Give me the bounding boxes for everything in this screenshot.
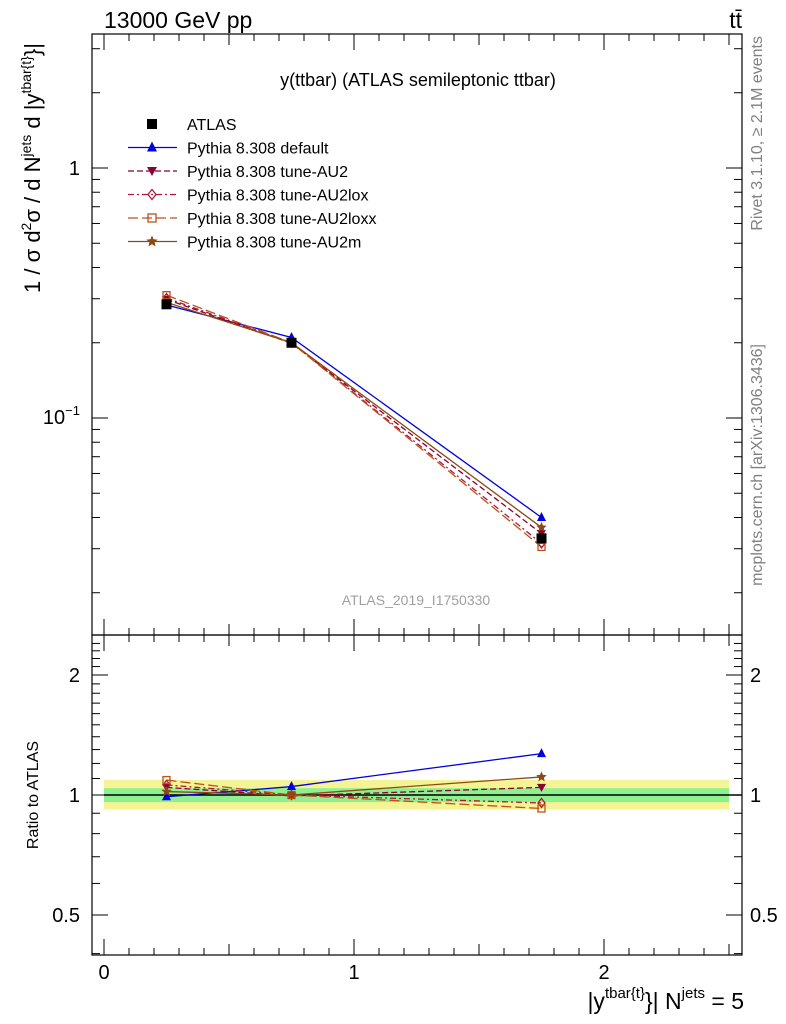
x-axis-label: |ytbar{t}}| Njets = 5: [587, 985, 744, 1014]
ratio-point: [162, 775, 171, 785]
ratio-y-tick-label: 1: [69, 785, 80, 807]
process-label: tt̄: [729, 7, 742, 33]
ratio-point: [162, 791, 171, 801]
legend-entry: Pythia 8.308 tune-AU2m: [128, 235, 361, 252]
data-point: [286, 337, 297, 348]
ratio-series-markers: [161, 748, 547, 813]
legend-marker: [147, 188, 157, 201]
main-panel: 1 10−1 y(ttbar) (ATLAS semileptonic ttbar…: [18, 33, 743, 636]
y-axis-label: 1 / σ d2σ / d Njets d |ytbar{t}}|: [18, 43, 45, 293]
ratio-point: [537, 783, 546, 792]
ratio-y-axis-label: Ratio to ATLAS: [25, 741, 42, 849]
y-axis-label-text: 1 / σ d: [20, 230, 45, 293]
legend-marker: [147, 167, 157, 176]
plot-title: y(ttbar) (ATLAS semileptonic ttbar): [280, 70, 556, 90]
data-point: [537, 511, 546, 521]
legend-entry: Pythia 8.308 tune-AU2: [128, 164, 348, 181]
data-point: [537, 542, 546, 552]
series-line: [166, 301, 542, 528]
ratio-point: [286, 789, 297, 800]
legend-label: Pythia 8.308 default: [187, 141, 329, 158]
legend-marker: [147, 141, 157, 152]
ratio-point: [537, 748, 546, 758]
legend-entry: Pythia 8.308 tune-AU2loxx: [128, 211, 376, 228]
ratio-y-tick-label-right: 2: [750, 665, 761, 687]
legend-marker: [147, 213, 157, 223]
ratio-y-tick-label: 0.5: [52, 905, 80, 927]
data-point: [536, 533, 547, 544]
x-tick-label: 0: [98, 962, 109, 984]
ratio-uncertainty-band: [104, 780, 742, 810]
x-tick-label: 1: [348, 962, 359, 984]
legend-label: Pythia 8.308 tune-AU2loxx: [187, 211, 376, 228]
main-series-lines: [166, 294, 542, 548]
legend-label: Pythia 8.308 tune-AU2: [187, 164, 348, 181]
rivet-label: Rivet 3.1.10, ≥ 2.1M events: [749, 36, 766, 231]
data-point: [536, 521, 547, 532]
ratio-point: [161, 786, 172, 796]
mcplots-label: mcplots.cern.ch [arXiv:1306.3436]: [749, 344, 766, 586]
series-line: [166, 294, 542, 548]
x-tick-label: 2: [598, 962, 609, 984]
legend-entry: Pythia 8.308 default: [128, 141, 329, 158]
y-tick-label: 10−1: [43, 403, 80, 429]
ratio-point: [287, 781, 296, 791]
energy-label: 13000 GeV pp: [104, 7, 252, 33]
y-tick-label: 1: [69, 158, 80, 180]
ratio-y-tick-label-right: 0.5: [750, 905, 778, 927]
legend-label: Pythia 8.308 tune-AU2lox: [187, 188, 368, 205]
ratio-point: [537, 804, 546, 813]
legend-entry: ATLAS: [147, 117, 237, 134]
ratio-point: [536, 771, 547, 782]
series-line: [166, 297, 542, 544]
legend: ATLAS Pythia 8.308 default Pythia 8.308 tu…: [128, 117, 376, 252]
watermark: ATLAS_2019_I1750330: [342, 592, 491, 608]
ratio-y-tick-label-right: 1: [750, 785, 761, 807]
ratio-series-line: [166, 786, 542, 797]
legend-marker: [146, 235, 158, 247]
legend-label: Pythia 8.308 tune-AU2m: [187, 235, 361, 252]
ratio-point: [537, 797, 546, 809]
ratio-ticks: 0.5 0.5 1 1 2 2 0 1 2: [52, 635, 778, 984]
legend-marker: [147, 119, 157, 129]
main-series-markers: [161, 291, 547, 552]
legend-label: ATLAS: [187, 117, 237, 134]
legend-entry: Pythia 8.308 tune-AU2lox: [128, 188, 368, 205]
main-ticks: 1 10−1: [43, 34, 742, 635]
ratio-panel: 0.5 0.5 1 1 2 2 0 1 2 Ratio to ATLAS: [25, 634, 778, 984]
data-point: [161, 299, 172, 310]
ratio-y-tick-label: 2: [69, 665, 80, 687]
